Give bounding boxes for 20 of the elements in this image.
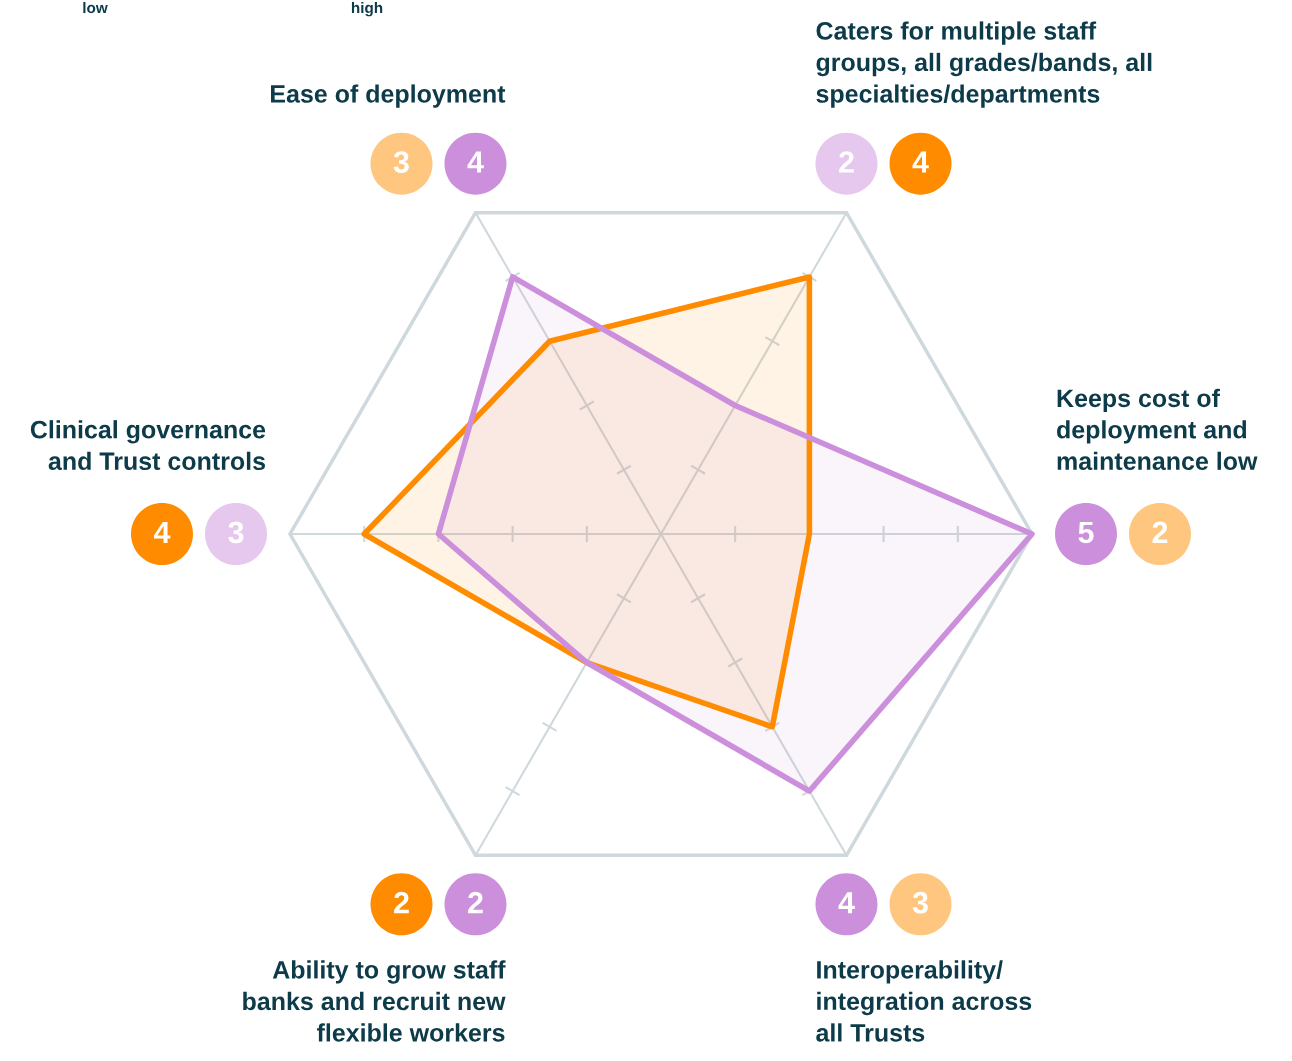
spoke-label: Keeps cost of deployment and maintenance low [1057,388,1258,471]
spoke-label: Ease of deployment [271,84,506,108]
text: 4 [153,521,171,543]
text: 5 [1078,521,1094,544]
text: 3 [912,891,928,914]
text: high [351,2,383,17]
text: 4 [838,892,855,914]
text: low [83,2,108,14]
text: 3 [393,151,409,173]
text: 4 [467,151,484,173]
spoke-label: Clinical governance and Trust controls [30,420,266,471]
spoke-label: Caters for multiple staff groups, all grades/bands, all specialties/departments [816,21,1152,108]
text: 3 [228,521,244,544]
text: 2 [839,151,854,173]
text: 2 [1152,521,1168,543]
text: 2 [468,891,483,914]
text: 4 [912,151,929,173]
spoke-label: Ability to grow staff banks and recruit new flexible workers [243,960,506,1042]
spoke-label: Interoperability/ integration across all Trusts [816,960,1032,1042]
text: 2 [394,891,409,914]
